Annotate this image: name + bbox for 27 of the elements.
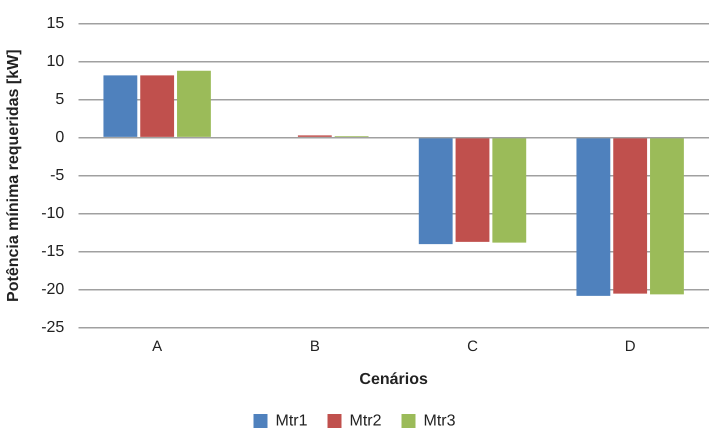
bar xyxy=(576,138,610,296)
y-tick-label: -15 xyxy=(41,243,64,260)
x-tick-label: B xyxy=(310,338,320,355)
y-axis-title: Potência mínima requeridas [kW] xyxy=(5,49,22,302)
bar xyxy=(103,75,138,137)
y-tick-label: 10 xyxy=(46,53,64,70)
bar xyxy=(613,138,648,294)
legend-label: Mtr3 xyxy=(424,412,456,430)
y-tick-label: -5 xyxy=(50,167,64,184)
y-tick-label: -25 xyxy=(41,319,64,336)
x-tick-label: C xyxy=(467,338,478,355)
x-tick-label: D xyxy=(624,338,636,355)
legend-label: Mtr1 xyxy=(276,412,308,430)
bar xyxy=(418,138,453,244)
bar xyxy=(177,70,211,137)
bar xyxy=(492,138,526,243)
bar xyxy=(650,138,684,294)
y-tick-label: 5 xyxy=(55,91,64,108)
y-tick-label: 0 xyxy=(55,129,64,146)
x-tick-label: A xyxy=(152,338,162,355)
x-axis-title: Cenários xyxy=(359,370,428,388)
y-tick-label: -10 xyxy=(41,205,64,222)
y-tick-label: -20 xyxy=(41,281,64,298)
bar xyxy=(140,75,174,137)
y-tick-label: 15 xyxy=(46,15,64,32)
bar xyxy=(456,138,490,242)
legend-label: Mtr2 xyxy=(350,412,382,430)
